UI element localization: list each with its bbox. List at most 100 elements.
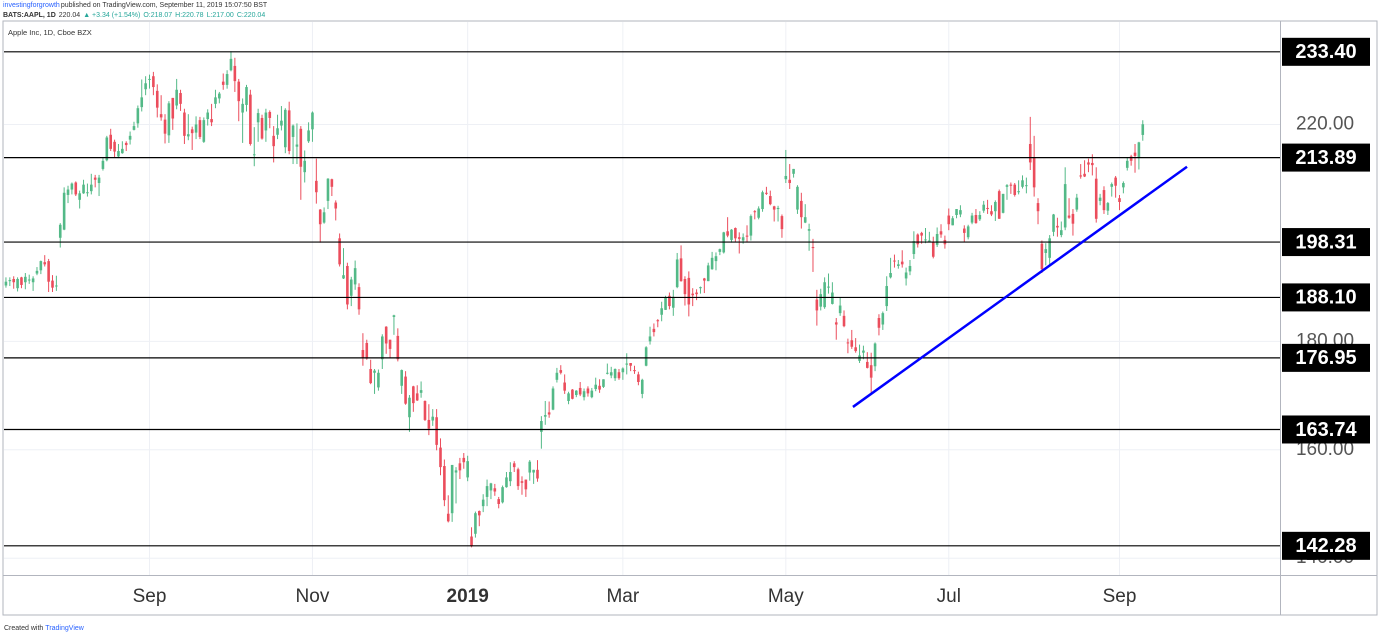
candle-body [547, 412, 551, 415]
candle-body [524, 479, 528, 490]
candle-body [206, 112, 209, 120]
candle-body [536, 469, 539, 479]
candle-body [264, 112, 268, 131]
candle-body [338, 238, 341, 265]
candle-body [1009, 184, 1013, 186]
candle-body [769, 196, 772, 205]
x-tick-label: 2019 [447, 586, 489, 607]
change: ▲ +3.34 (+1.54%) [83, 12, 141, 19]
candle-body [35, 270, 39, 274]
level-label: 176.95 [1295, 347, 1356, 369]
candle-body [679, 258, 683, 282]
candle-body [543, 415, 547, 417]
candle-body [330, 179, 334, 187]
ohlc-open: O:218.07 [143, 12, 173, 19]
candle-body [1067, 215, 1071, 218]
candle-body [58, 224, 62, 238]
candle-body [450, 464, 454, 514]
candle-body [365, 342, 369, 359]
candle-body [1005, 185, 1009, 187]
candle-body [12, 278, 15, 283]
candle-body [101, 160, 105, 169]
candle-body [869, 365, 873, 378]
level-label: 213.89 [1295, 147, 1356, 169]
candle-body [70, 183, 74, 190]
candle-body [1063, 184, 1067, 228]
candle-body [741, 237, 745, 241]
level-label: 188.10 [1295, 287, 1356, 309]
candle-body [578, 387, 582, 395]
candle-body [31, 278, 35, 283]
candle-body [1060, 230, 1063, 236]
candle-body [644, 347, 648, 366]
candle-body [753, 211, 757, 213]
candle-body [396, 335, 400, 360]
candle-body [648, 336, 652, 342]
candle-body [183, 112, 186, 136]
level-label-box [1282, 415, 1370, 444]
candle-body [652, 328, 656, 333]
level-label-box [1282, 37, 1370, 66]
candle-body [8, 280, 12, 282]
candle-body [272, 135, 275, 147]
candle-body [1052, 214, 1055, 232]
candle-body [276, 128, 279, 135]
candle-body [1083, 173, 1086, 177]
candle-body [862, 350, 865, 353]
candle-body [481, 499, 485, 507]
candle-body [229, 58, 233, 71]
candle-body [268, 111, 272, 118]
candle-body [1102, 190, 1106, 211]
candle-body [458, 463, 462, 471]
candle-body [823, 282, 826, 308]
candle-body [408, 397, 411, 418]
candle-body [951, 218, 954, 226]
candle-body [342, 275, 345, 279]
candle-body [637, 374, 640, 382]
candle-body [683, 278, 687, 295]
candle-body [210, 119, 213, 123]
candle-body [90, 184, 93, 192]
candle-body [776, 207, 780, 210]
candle-body [1094, 178, 1098, 219]
candle-body [361, 350, 365, 358]
candle-body [249, 94, 252, 144]
candle-body [606, 372, 609, 374]
candle-body [86, 192, 89, 194]
candle-body [237, 81, 241, 102]
y-tick-label: 160.00 [1296, 439, 1354, 460]
published: published on TradingView.com, September … [60, 2, 268, 9]
candle-body [47, 261, 50, 282]
candle-body [287, 110, 291, 152]
candle-body [202, 120, 206, 142]
candle-body [439, 447, 442, 468]
candle-body [307, 130, 310, 142]
footer-text: Created with [4, 625, 44, 632]
candle-body [706, 265, 710, 282]
candle-body [1071, 213, 1075, 224]
candle-body [392, 315, 396, 317]
candle-body [640, 379, 644, 394]
candle-body [567, 393, 570, 401]
candle-body [737, 237, 741, 239]
candle-body [974, 215, 978, 224]
candle-body [986, 207, 989, 209]
candle-body [528, 461, 532, 473]
candle-body [703, 278, 706, 281]
brand-link[interactable]: TradingView [45, 625, 84, 632]
candle-body [687, 277, 691, 305]
candle-body [613, 368, 617, 379]
candle-body [571, 389, 574, 399]
candle-body [602, 379, 605, 387]
author-link[interactable]: investingforgrowth [3, 2, 60, 9]
candle-body [474, 513, 477, 534]
y-tick-label: 220.00 [1296, 113, 1354, 134]
candle-body [284, 109, 287, 148]
candle-body [39, 261, 43, 271]
candle-body [74, 182, 78, 195]
candle-body [280, 120, 283, 126]
candle-body [357, 287, 361, 310]
candle-body [43, 262, 47, 265]
candle-body [113, 141, 116, 152]
